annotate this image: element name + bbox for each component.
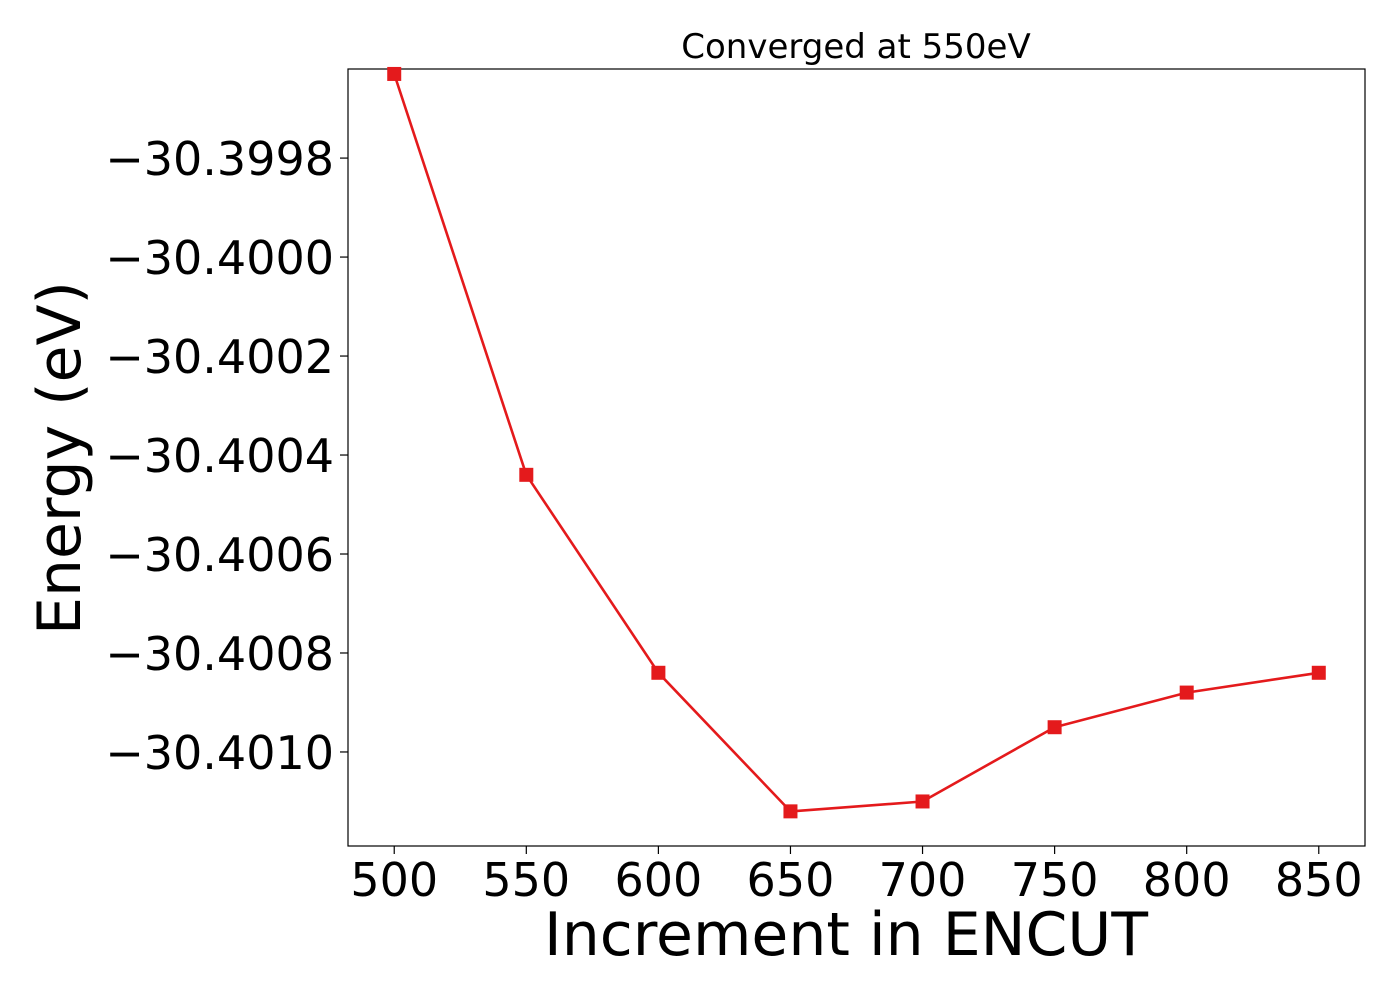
- data-point-marker: [783, 804, 798, 819]
- data-point-marker: [387, 66, 402, 81]
- x-axis-label: Increment in ENCUT: [544, 900, 1148, 970]
- data-point-marker: [1179, 685, 1194, 700]
- y-tick-label: −30.4002: [105, 330, 334, 384]
- y-axis-label: Energy (eV): [25, 281, 95, 635]
- data-point-marker: [915, 794, 930, 809]
- series-layer: [387, 66, 1326, 819]
- x-tick-label: 600: [614, 853, 702, 907]
- x-tick-label: 700: [879, 853, 967, 907]
- y-tick-label: −30.4000: [105, 231, 334, 285]
- x-axis-ticks: 500 550 600 650 700 750 800 850: [350, 846, 1363, 907]
- chart-title: Converged at 550eV: [681, 27, 1030, 67]
- y-axis-ticks: −30.3998 −30.4000 −30.4002 −30.4004 −30.4006…: [105, 132, 348, 780]
- x-tick-label: 750: [1011, 853, 1099, 907]
- x-tick-label: 650: [747, 853, 835, 907]
- y-tick-label: −30.4006: [105, 528, 334, 582]
- data-point-marker: [1311, 665, 1326, 680]
- x-tick-label: 500: [350, 853, 438, 907]
- y-tick-label: −30.4004: [105, 429, 334, 483]
- data-point-marker: [519, 467, 534, 482]
- y-tick-label: −30.3998: [105, 132, 334, 186]
- x-tick-label: 800: [1143, 853, 1231, 907]
- series-line: [392, 73, 1319, 813]
- data-point-marker: [1047, 720, 1062, 735]
- plot-frame: [347, 68, 1366, 847]
- y-tick-label: −30.4008: [105, 627, 334, 681]
- x-tick-label: 850: [1275, 853, 1363, 907]
- x-tick-label: 550: [482, 853, 570, 907]
- y-tick-label: −30.4010: [105, 726, 334, 780]
- data-point-marker: [651, 665, 666, 680]
